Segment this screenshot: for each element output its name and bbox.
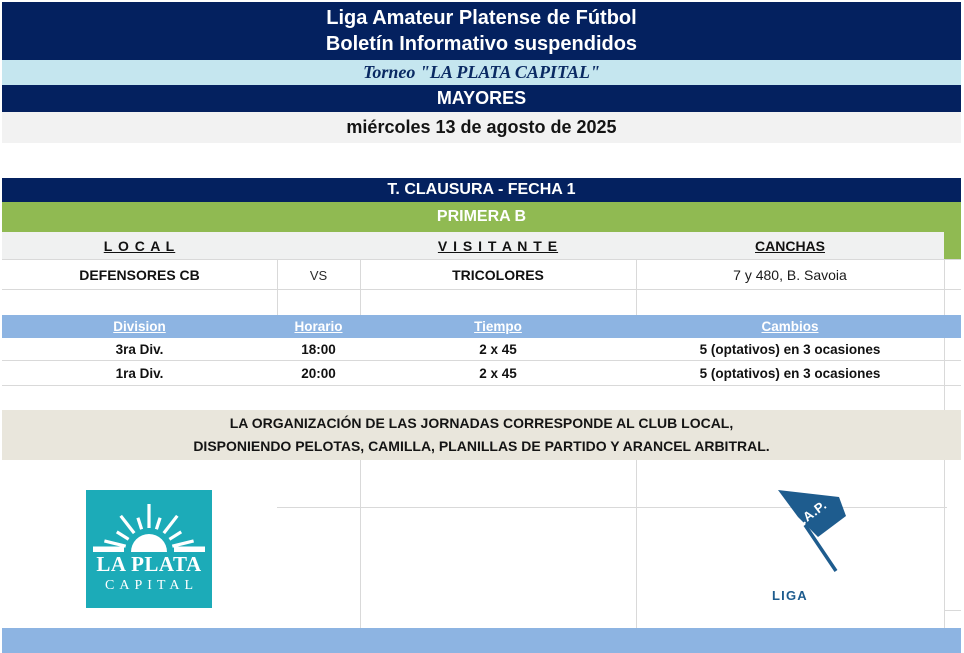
grid-line xyxy=(360,260,361,315)
league-title: Liga Amateur Platense de Fútbol xyxy=(326,6,637,29)
lap-wordmark-line: LIGA xyxy=(772,588,808,603)
date-label: miércoles 13 de agosto de 2025 xyxy=(346,117,617,137)
division-label: PRIMERA B xyxy=(436,208,527,225)
schedule-row1-cambios: 5 (optativos) en 3 ocasiones xyxy=(699,342,881,357)
lap-pennant-flag-icon: L.A.P. xyxy=(778,490,846,572)
schedule-row1-division: 3ra Div. xyxy=(115,342,164,357)
category-label: MAYORES xyxy=(436,88,527,108)
round-band: T. CLAUSURA - FECHA 1 xyxy=(2,178,961,202)
bulletin-subtitle: Boletín Informativo suspendidos xyxy=(325,33,638,56)
grid-line xyxy=(277,507,947,508)
notice-line-1: LA ORGANIZACIÓN DE LAS JORNADAS CORRESPO… xyxy=(229,415,734,431)
schedule-header-horario: Horario xyxy=(294,319,343,334)
notice-line-2: DISPONIENDO PELOTAS, CAMILLA, PLANILLAS … xyxy=(193,438,770,454)
vs-label: VS xyxy=(309,267,328,283)
la-plata-logo-subname: CAPITAL xyxy=(105,578,198,593)
match-table-header-row xyxy=(2,232,944,260)
schedule-header-row xyxy=(2,315,961,338)
tournament-band: Torneo "LA PLATA CAPITAL" xyxy=(2,60,961,85)
visitante-team: TRICOLORES xyxy=(452,267,544,283)
sunburst-icon xyxy=(93,504,205,552)
grid-line xyxy=(636,260,637,315)
cancha-value: 7 y 480, B. Savoia xyxy=(733,267,847,283)
grid-line xyxy=(2,259,961,260)
grid-line xyxy=(944,260,945,315)
schedule-header-tiempo: Tiempo xyxy=(474,319,522,334)
grid-line xyxy=(944,338,945,410)
column-header-canchas: CANCHAS xyxy=(755,238,825,254)
grid-line xyxy=(636,460,637,628)
division-band: PRIMERA B xyxy=(2,202,961,232)
la-plata-capital-logo: LA PLATA CAPITAL xyxy=(86,490,212,608)
grid-line xyxy=(2,289,961,290)
grid-line xyxy=(944,460,945,628)
green-corner-cell xyxy=(944,232,961,260)
schedule-row2-horario: 20:00 xyxy=(301,365,336,381)
la-plata-logo-name: LA PLATA xyxy=(96,552,202,576)
footer-band xyxy=(2,628,961,653)
schedule-header-division: Division xyxy=(113,319,166,334)
header-band: Liga Amateur Platense de Fútbol Boletín … xyxy=(2,2,961,60)
grid-line xyxy=(277,260,278,315)
notice-band: LA ORGANIZACIÓN DE LAS JORNADAS CORRESPO… xyxy=(2,410,961,460)
grid-line xyxy=(360,460,361,628)
grid-line xyxy=(2,385,961,386)
schedule-row2-tiempo: 2 x 45 xyxy=(479,365,517,381)
category-band: MAYORES xyxy=(2,85,961,112)
schedule-row2-cambios: 5 (optativos) en 3 ocasiones xyxy=(699,365,881,381)
schedule-row1-horario: 18:00 xyxy=(301,342,336,357)
grid-line xyxy=(2,360,961,361)
schedule-header-cambios: Cambios xyxy=(761,319,819,334)
local-team: DEFENSORES CB xyxy=(79,267,200,283)
column-header-local: L O C A L xyxy=(103,238,176,254)
date-band: miércoles 13 de agosto de 2025 xyxy=(2,112,961,143)
tournament-title: Torneo "LA PLATA CAPITAL" xyxy=(363,62,600,82)
schedule-row2-division: 1ra Div. xyxy=(115,365,164,381)
column-header-visitante: V I S I T A N T E xyxy=(437,238,559,254)
grid-line xyxy=(944,610,961,611)
schedule-row1-tiempo: 2 x 45 xyxy=(479,342,517,357)
round-label: T. CLAUSURA - FECHA 1 xyxy=(387,181,576,198)
